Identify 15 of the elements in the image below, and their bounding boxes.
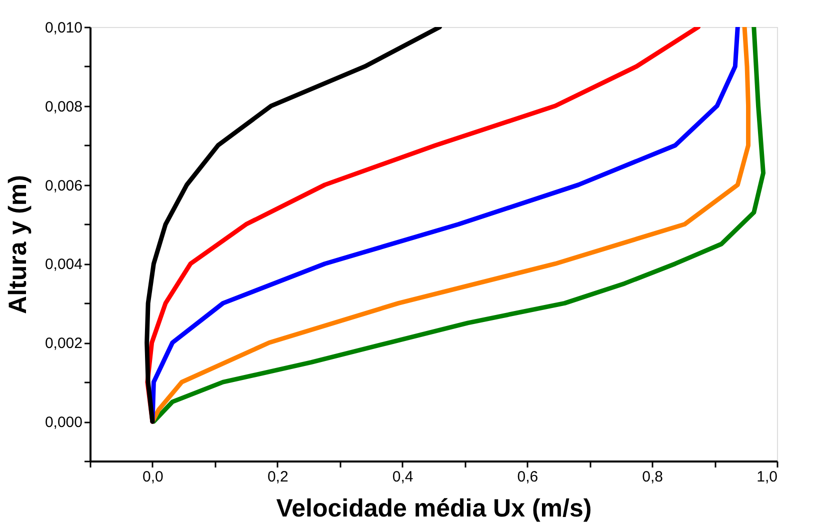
y-tick-label: 0,004 xyxy=(44,256,82,274)
x-tick-label: 0,8 xyxy=(642,468,664,486)
x-tick-label: 0,2 xyxy=(267,468,288,486)
y-tick-label: 0,010 xyxy=(44,20,82,36)
line-series xyxy=(144,27,442,424)
y-tick-label: 0,006 xyxy=(44,177,82,194)
y-tick-label: 0,008 xyxy=(44,98,82,116)
x-tick-label: 0,0 xyxy=(142,468,164,486)
x-tick-label: 0,6 xyxy=(517,468,538,486)
x-tick-label: 0,4 xyxy=(392,468,414,486)
x-axis-title: Velocidade média Ux (m/s) xyxy=(276,494,592,522)
y-tick-label: 0,000 xyxy=(44,414,82,432)
y-axis-title: Altura y (m) xyxy=(4,175,32,314)
x-tick-label: 1,0 xyxy=(756,468,778,486)
y-tick-label: 0,002 xyxy=(44,335,82,352)
